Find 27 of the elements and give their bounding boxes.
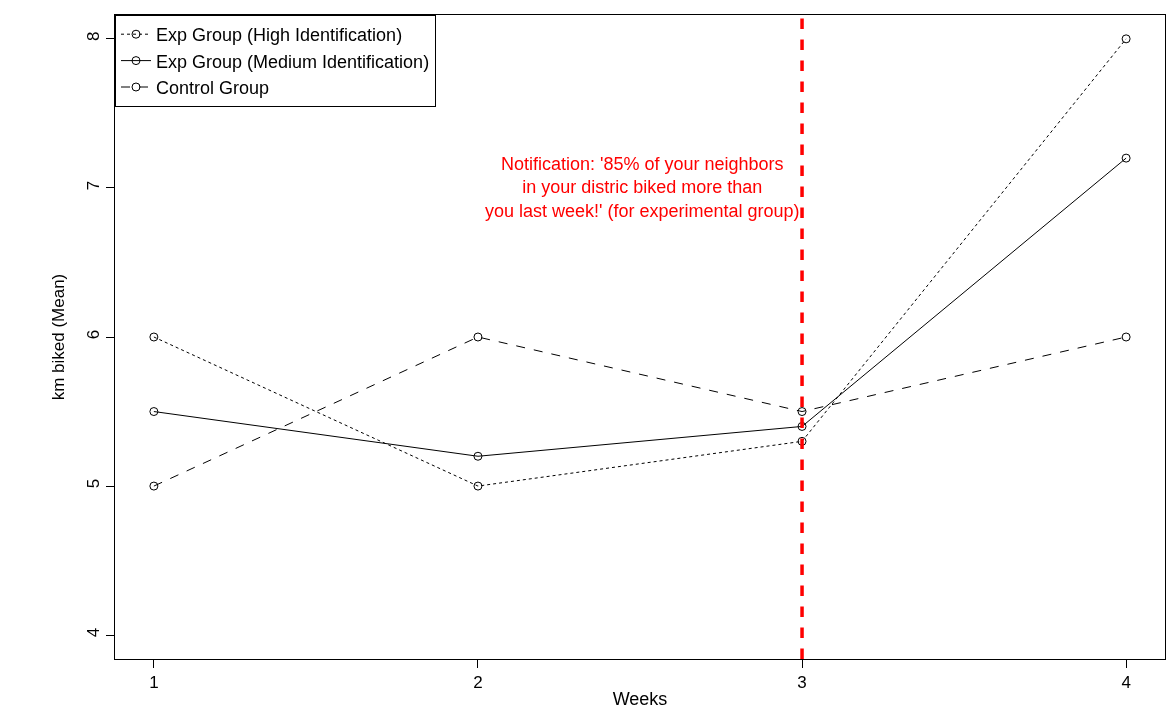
point [473, 451, 483, 461]
legend-label: Control Group [156, 78, 270, 99]
point [1121, 332, 1131, 342]
point [473, 481, 483, 491]
y-tick-label: 8 [84, 31, 104, 42]
y-tick-label: 5 [84, 478, 104, 489]
y-tick-label: 6 [84, 329, 104, 340]
x-tick-label: 4 [1121, 673, 1131, 693]
point [149, 332, 159, 342]
point [1121, 34, 1131, 44]
point [797, 407, 807, 417]
point [1121, 153, 1131, 163]
legend-label: Exp Group (Medium Identification) [156, 51, 430, 72]
point [473, 332, 483, 342]
y-axis-title: km biked (Mean) [48, 273, 68, 401]
x-axis-title: Weeks [612, 688, 668, 709]
ref-line-label: Notification: '85% of your neighbors in your distric biked more than you last week!' (for experimental group) [485, 154, 800, 221]
x-tick-label: 3 [797, 673, 807, 693]
legend-label: Exp Group (High Identification) [156, 25, 403, 46]
point [797, 421, 807, 431]
x-tick-label: 1 [149, 673, 159, 693]
point [797, 436, 807, 446]
point [149, 481, 159, 491]
y-tick-label: 4 [84, 627, 104, 638]
y-tick-label: 7 [84, 180, 104, 191]
point [149, 407, 159, 417]
x-tick-label: 2 [473, 673, 483, 693]
